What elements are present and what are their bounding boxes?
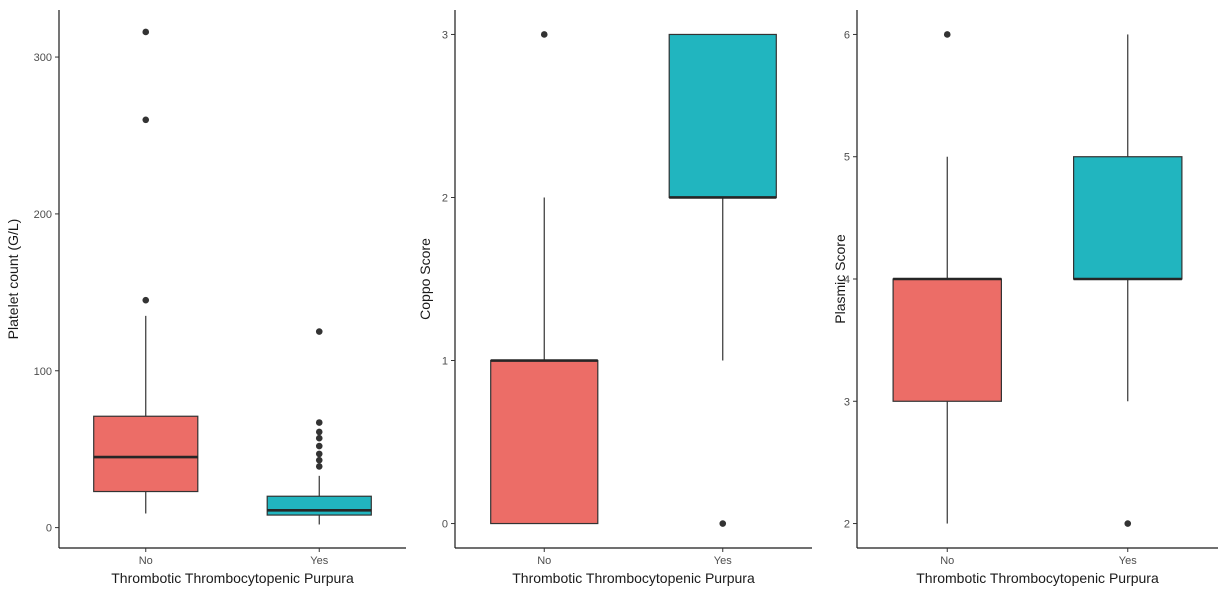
y-axis-title: Coppo Score — [417, 238, 433, 320]
box-yes — [266, 328, 372, 525]
panel-plasmic-score: 2 3 4 5 6 No Yes Thrombotic Thrombocytopenic Pu… — [812, 0, 1218, 589]
y-tick-label: 2 — [844, 519, 850, 531]
x-axis-title: Thrombotic Thrombocytopenic Purpura — [916, 570, 1159, 586]
y-tick-label: 200 — [34, 209, 52, 221]
y-tick-label: 2 — [442, 192, 448, 204]
outlier-point — [142, 116, 150, 124]
box-iqr — [266, 495, 372, 516]
outlier-point — [1124, 520, 1132, 527]
box-iqr — [490, 359, 599, 525]
x-tick-label: Yes — [714, 555, 732, 567]
outlier-point — [315, 419, 323, 426]
chart-svg: 0 100 200 300 No Yes Thrombotic Thrombocytopen… — [5, 10, 406, 586]
outlier-point — [142, 28, 150, 36]
x-axis-title: Thrombotic Thrombocytopenic Purpura — [111, 570, 354, 586]
box-iqr — [1073, 156, 1183, 280]
y-tick-label: 300 — [34, 52, 52, 64]
y-tick-label: 0 — [442, 519, 448, 531]
box-no — [892, 31, 1003, 524]
y-tick-label: 1 — [442, 356, 448, 368]
outlier-point — [943, 31, 951, 38]
outlier-point — [315, 450, 323, 458]
y-tick-label: 4 — [844, 274, 850, 286]
y-axis-title: Plasmic Score — [832, 234, 848, 324]
chart-svg: 2 3 4 5 6 No Yes Thrombotic Thrombocytopenic Pu… — [832, 10, 1218, 586]
x-tick-label: Yes — [310, 555, 328, 567]
panel-coppo-score: 0 1 2 3 No Yes Thrombotic Thrombocytopenic Pur… — [406, 0, 812, 589]
box-no — [93, 28, 199, 514]
box-iqr — [93, 415, 199, 493]
y-tick-label: 3 — [844, 396, 850, 408]
outlier-point — [719, 520, 727, 527]
box-iqr — [668, 33, 777, 199]
box-iqr — [892, 278, 1003, 402]
outlier-point — [315, 434, 323, 442]
outlier-point — [315, 456, 323, 464]
x-tick-label: Yes — [1119, 555, 1137, 567]
y-tick-label: 3 — [442, 29, 448, 41]
outlier-point — [315, 463, 323, 470]
box-yes — [668, 33, 777, 527]
x-axis-title: Thrombotic Thrombocytopenic Purpura — [512, 570, 755, 586]
outlier-point — [540, 31, 548, 38]
outlier-point — [315, 328, 323, 335]
y-tick-label: 0 — [46, 523, 52, 535]
outlier-point — [315, 442, 323, 450]
x-tick-label: No — [940, 555, 954, 567]
outlier-point — [315, 428, 323, 436]
x-tick-label: No — [139, 555, 153, 567]
box-yes — [1073, 34, 1183, 527]
y-tick-label: 5 — [844, 152, 850, 164]
x-tick-label: No — [537, 555, 551, 567]
outlier-point — [142, 296, 150, 304]
box-no — [490, 31, 599, 525]
y-tick-label: 100 — [34, 366, 52, 378]
y-axis-title: Platelet count (G/L) — [5, 219, 21, 340]
chart-svg: 0 1 2 3 No Yes Thrombotic Thrombocytopenic Pur… — [417, 10, 812, 586]
panel-platelet-count: 0 100 200 300 No Yes Thrombotic Thrombocytopen… — [0, 0, 406, 589]
y-tick-label: 6 — [844, 29, 850, 41]
